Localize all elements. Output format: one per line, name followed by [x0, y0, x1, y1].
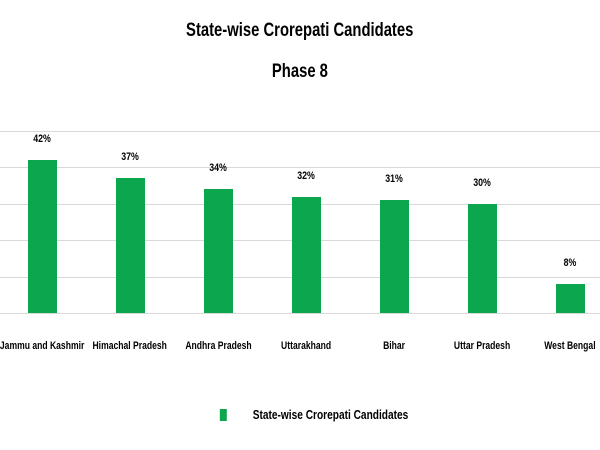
gridline-40	[0, 167, 600, 169]
legend: State-wise Crorepati Candidates	[219, 407, 430, 422]
bar-value-label: 8%	[563, 256, 577, 269]
bar-andhra-pradesh	[203, 189, 233, 313]
x-axis-labels: Jammu and Kashmir Himachal Pradesh Andhra …	[0, 340, 600, 356]
plot-area: 42% 37% 34% 32% 31% 30% 8%	[0, 131, 600, 314]
bar-uttar-pradesh	[467, 203, 497, 313]
x-axis-label-uttar-pradesh: Uttar Pradesh	[453, 340, 511, 352]
x-axis-label-jammu-and-kashmir: Jammu and Kashmir	[0, 340, 85, 352]
bar-value-label: 42%	[33, 133, 51, 146]
x-axis-label-himachal-pradesh: Himachal Pradesh	[92, 340, 168, 352]
bar-value-label: 37%	[121, 151, 139, 164]
bar-himachal-pradesh	[115, 178, 145, 313]
chart-title: State-wise Crorepati Candidates	[186, 20, 414, 41]
bar-value-label: 31%	[385, 173, 403, 186]
bar-uttarakhand	[291, 196, 321, 313]
x-axis-label-uttarakhand: Uttarakhand	[280, 340, 332, 352]
chart-title-row: State-wise Crorepati Candidates	[0, 20, 600, 42]
chart-subtitle: Phase 8	[271, 61, 329, 82]
bar-value-label: 34%	[209, 162, 227, 175]
gridline-0	[0, 313, 600, 314]
x-axis-label-bihar: Bihar	[383, 340, 405, 352]
x-axis-label-andhra-pradesh: Andhra Pradesh	[184, 340, 252, 352]
legend-label: State-wise Crorepati Candidates	[252, 407, 409, 422]
x-axis-label-west-bengal: West Bengal	[544, 340, 596, 352]
bar-value-label: 30%	[473, 176, 491, 189]
bar-jammu-and-kashmir	[27, 160, 57, 313]
bar-west-bengal	[555, 283, 585, 313]
legend-marker	[219, 408, 227, 421]
gridline-50	[0, 131, 600, 132]
bar-bihar	[379, 200, 409, 313]
bar-value-label: 32%	[297, 169, 315, 182]
chart-subtitle-row: Phase 8	[0, 61, 600, 83]
